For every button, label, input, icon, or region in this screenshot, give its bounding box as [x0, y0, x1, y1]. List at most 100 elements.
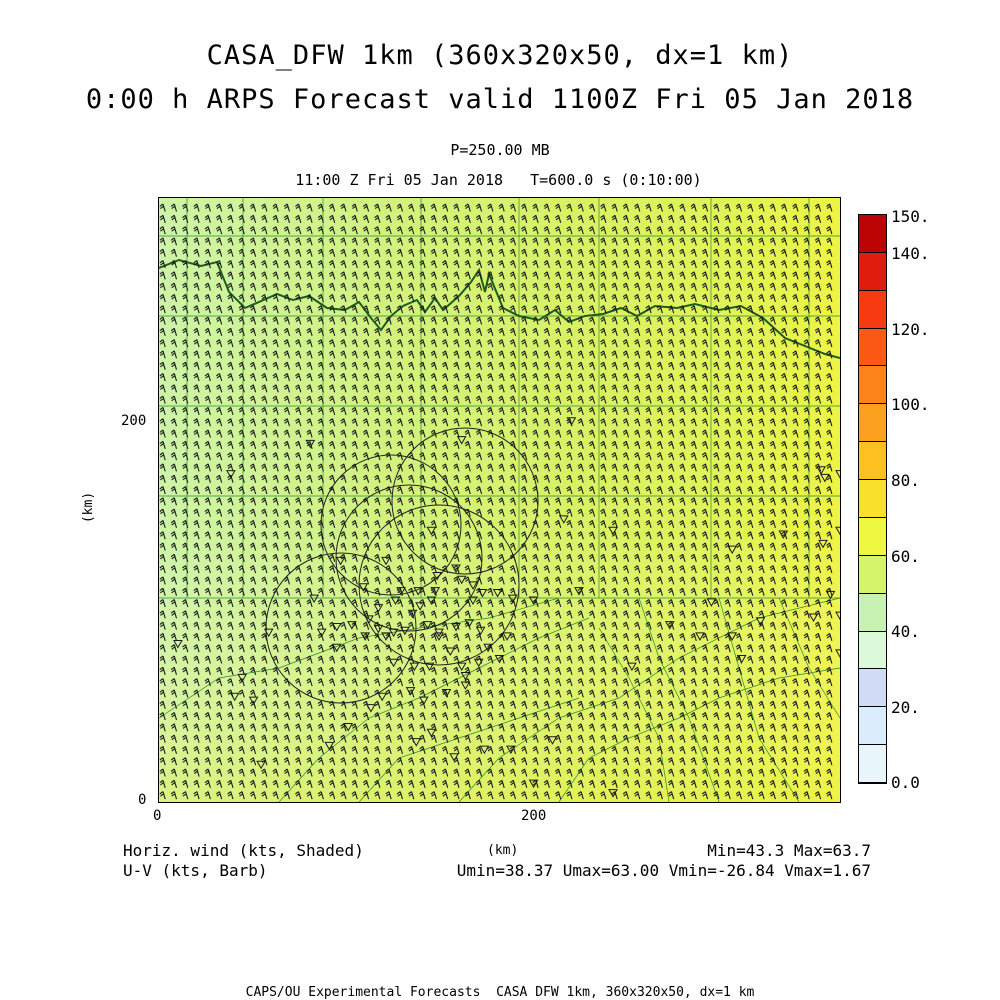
colorbar-segment — [859, 669, 886, 708]
station-marker — [825, 590, 836, 600]
station-marker — [364, 615, 374, 624]
county-line — [278, 617, 590, 803]
station-marker — [335, 556, 346, 566]
station-marker — [528, 596, 539, 606]
colorbar-segment — [859, 404, 886, 443]
station-marker — [492, 589, 503, 598]
chart-title-line1: CASA_DFW 1km (360x320x50, dx=1 km) — [206, 40, 794, 71]
station-marker — [388, 628, 399, 638]
station-marker — [400, 626, 410, 636]
colorbar-label-40: 40. — [891, 622, 920, 641]
station-marker — [608, 526, 618, 536]
station-marker — [434, 632, 444, 641]
colorbar-label-80: 80. — [891, 471, 920, 490]
station-marker — [547, 736, 558, 745]
station-marker — [424, 662, 435, 672]
colorbar-label-100: 100. — [891, 395, 930, 414]
y-axis-title: (km) — [81, 491, 97, 524]
station-marker — [358, 583, 369, 592]
station-marker — [475, 626, 486, 636]
station-marker — [377, 692, 388, 702]
station-marker — [226, 470, 236, 479]
station-marker — [479, 745, 490, 755]
station-marker — [464, 619, 475, 628]
colorbar-segment — [859, 366, 886, 405]
station-marker — [360, 632, 371, 641]
station-marker — [483, 643, 493, 653]
component-min-max: Umin=38.37 Umax=63.00 Vmin=-26.84 Vmax=1… — [456, 861, 871, 880]
colorbar-segment — [859, 593, 886, 632]
station-marker — [432, 572, 442, 581]
y-tick-0: 0 — [138, 792, 147, 808]
station-marker — [256, 760, 266, 770]
x-tick-0: 0 — [153, 808, 162, 824]
station-marker — [381, 556, 391, 566]
station-marker — [331, 623, 342, 632]
station-marker — [173, 640, 183, 649]
colorbar-segment — [859, 442, 886, 481]
county-line — [158, 597, 560, 719]
station-marker — [418, 696, 429, 706]
station-marker — [426, 596, 437, 606]
station-marker — [460, 672, 471, 681]
county-line — [598, 627, 670, 803]
station-marker — [366, 704, 376, 713]
station-marker — [456, 575, 467, 585]
county-line — [358, 697, 580, 803]
station-marker — [727, 545, 738, 555]
station-marker — [706, 598, 717, 607]
wind-barb-field — [159, 203, 833, 800]
colorbar-segment — [859, 480, 886, 518]
station-marker — [309, 594, 319, 604]
colorbar-segment — [859, 631, 886, 670]
station-marker — [426, 526, 437, 536]
station-marker — [248, 696, 259, 706]
station-marker — [415, 602, 425, 611]
colorbar-segment — [859, 290, 886, 329]
field-description-shaded: Horiz. wind (kts, Shaded) — [123, 841, 364, 860]
station-marker — [627, 662, 637, 672]
chart-title-line2: 0:00 h ARPS Forecast valid 1100Z Fri 05 … — [85, 84, 915, 115]
station-marker — [381, 632, 391, 641]
station-marker — [407, 609, 418, 619]
colorbar-segment — [859, 517, 886, 556]
station-marker — [695, 632, 705, 641]
colorbar-label-20: 20. — [891, 698, 920, 717]
station-marker — [473, 658, 484, 668]
station-marker — [477, 589, 488, 598]
station-marker — [778, 530, 789, 540]
station-marker — [808, 613, 819, 623]
station-marker — [816, 466, 826, 475]
colorbar-label-120: 120. — [891, 320, 930, 339]
colorbar-segment — [859, 555, 886, 594]
credit-line: CAPS/OU Experimental Forecasts CASA DFW … — [245, 985, 755, 1000]
colorbar-label-140: 140. — [891, 244, 930, 263]
y-tick-200: 200 — [121, 413, 147, 429]
station-marker — [574, 587, 584, 596]
colorbar-label-150: 150. — [891, 207, 930, 226]
field-min-max: Min=43.3 Max=63.7 — [707, 841, 871, 860]
station-marker — [451, 623, 461, 632]
valid-time: 11:00 Z Fri 05 Jan 2018 T=600.0 s (0:10:… — [295, 171, 702, 189]
station-marker — [456, 662, 467, 672]
station-marker — [237, 673, 248, 683]
field-description-barb: U-V (kts, Barb) — [123, 861, 268, 880]
station-marker — [396, 587, 406, 596]
station-marker — [566, 417, 577, 426]
station-marker — [664, 621, 675, 630]
colorbar-label-60: 60. — [891, 547, 920, 566]
colorbar-segment — [859, 707, 886, 746]
station-marker — [388, 658, 399, 668]
station-marker — [494, 655, 505, 664]
county-line — [558, 667, 841, 803]
wind-map — [158, 197, 857, 934]
station-marker — [755, 617, 766, 626]
station-marker — [422, 621, 433, 630]
station-marker — [343, 723, 354, 732]
station-marker — [324, 741, 335, 751]
station-marker — [305, 439, 316, 449]
station-marker — [409, 662, 420, 672]
station-marker — [506, 745, 516, 755]
station-marker — [331, 643, 342, 653]
station-marker — [373, 604, 384, 613]
